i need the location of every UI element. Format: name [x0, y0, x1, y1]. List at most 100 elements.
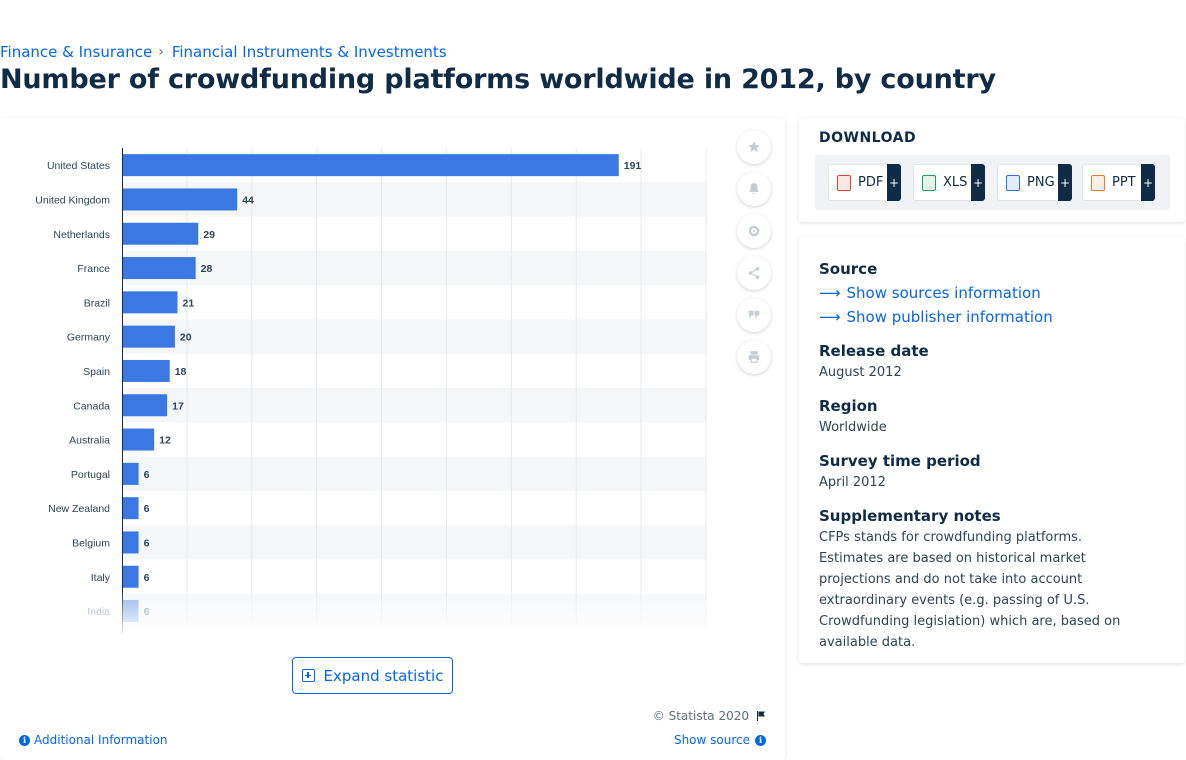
row-stripe	[122, 593, 706, 629]
category-label: France	[77, 263, 110, 275]
ppt-file-icon	[1091, 174, 1105, 191]
row-stripe	[122, 456, 706, 491]
data-label: 17	[172, 400, 184, 412]
download-ppt-label: PPT	[1112, 175, 1136, 190]
row-stripe	[122, 319, 706, 354]
data-label: 6	[144, 503, 150, 515]
category-label: Belgium	[72, 537, 110, 549]
download-pdf-label: PDF	[858, 175, 884, 190]
pdf-options-plus[interactable]: +	[887, 164, 901, 201]
png-options-plus[interactable]: +	[1058, 164, 1072, 201]
data-label: 12	[159, 435, 171, 447]
bell-icon[interactable]	[737, 172, 771, 206]
survey-period-heading: Survey time period	[819, 452, 981, 470]
data-label: 44	[242, 194, 254, 206]
release-date-value: August 2012	[819, 365, 902, 380]
bar-chart: United States 191 United Kingdom 44 Netherla…	[35, 148, 707, 635]
xls-options-plus[interactable]: +	[971, 164, 985, 201]
data-label: 20	[180, 332, 192, 344]
category-label: United States	[47, 160, 110, 172]
download-xls-label: XLS	[943, 175, 968, 190]
row-stripe	[122, 388, 706, 423]
print-icon[interactable]	[737, 340, 771, 374]
bar	[123, 188, 238, 211]
info-icon: i	[19, 734, 30, 746]
bar	[123, 325, 175, 348]
download-png-button[interactable]: PNG +	[997, 164, 1072, 201]
data-label: 29	[203, 229, 215, 241]
row-stripe	[122, 250, 706, 286]
arrow-right-icon: ⟶	[819, 284, 841, 302]
additional-information-link[interactable]: i Additional Information	[19, 733, 168, 747]
ppt-options-plus[interactable]: +	[1141, 164, 1155, 201]
category-label: Canada	[73, 400, 110, 412]
expand-icon	[301, 669, 315, 682]
category-label: Brazil	[84, 297, 110, 309]
additional-information-label: Additional Information	[34, 733, 168, 747]
supplementary-notes-line1: CFPs stands for crowdfunding platforms.	[819, 530, 1083, 545]
data-label: 191	[624, 160, 642, 172]
bar	[123, 291, 178, 314]
bar	[123, 222, 199, 245]
show-source-label: Show source	[673, 733, 750, 747]
data-label: 28	[201, 263, 213, 275]
page-title: Number of crowdfunding platforms worldwi…	[0, 64, 996, 95]
bar	[123, 531, 139, 554]
data-label: 6	[144, 572, 150, 584]
share-icon[interactable]	[737, 256, 771, 290]
category-label: Australia	[69, 435, 110, 447]
download-png-label: PNG	[1027, 175, 1055, 190]
bar	[123, 600, 139, 623]
region-heading: Region	[819, 397, 878, 415]
bar	[123, 565, 139, 588]
bar	[123, 359, 170, 382]
png-file-icon	[1006, 174, 1020, 191]
source-heading: Source	[819, 260, 878, 278]
bar	[123, 257, 196, 280]
expand-label: Expand statistic	[323, 666, 444, 685]
download-xls-button[interactable]: XLS +	[913, 164, 985, 201]
release-date-heading: Release date	[819, 342, 929, 360]
data-label: 6	[144, 606, 150, 618]
quote-icon[interactable]	[737, 298, 771, 332]
download-ppt-button[interactable]: PPT +	[1082, 164, 1155, 201]
row-stripe	[122, 525, 706, 560]
gear-icon[interactable]	[737, 214, 771, 248]
category-label: Italy	[91, 572, 111, 584]
bar	[123, 428, 155, 451]
chart-toolbar	[737, 130, 771, 374]
flag-icon[interactable]	[755, 710, 767, 722]
copyright: © Statista 2020	[653, 709, 767, 723]
download-title: DOWNLOAD	[819, 130, 917, 146]
show-sources-link[interactable]: ⟶ Show sources information	[819, 284, 1041, 302]
bar	[123, 462, 139, 485]
category-label: Spain	[83, 366, 110, 378]
expand-statistic-button[interactable]: Expand statistic	[292, 657, 453, 694]
show-sources-label: Show sources information	[846, 284, 1041, 302]
survey-period-value: April 2012	[819, 475, 886, 490]
download-pdf-button[interactable]: PDF +	[828, 164, 901, 201]
breadcrumb-link-instruments[interactable]: Financial Instruments & Investments	[171, 43, 447, 61]
pdf-file-icon	[837, 174, 851, 191]
data-label: 21	[183, 297, 195, 309]
bar	[123, 497, 139, 520]
category-label: Germany	[67, 332, 111, 344]
data-label: 6	[144, 537, 150, 549]
category-label: New Zealand	[48, 503, 110, 515]
arrow-right-icon: ⟶	[819, 308, 841, 326]
star-icon[interactable]	[737, 130, 771, 164]
show-publisher-link[interactable]: ⟶ Show publisher information	[819, 308, 1053, 326]
info-icon: i	[755, 734, 766, 746]
bar	[123, 394, 168, 417]
region-value: Worldwide	[819, 420, 887, 435]
statistic-details-card: Source ⟶ Show sources information ⟶ Show…	[799, 237, 1185, 663]
category-label: Portugal	[71, 469, 110, 481]
data-label: 18	[175, 366, 187, 378]
category-label: United Kingdom	[35, 194, 110, 206]
breadcrumb-separator: ›	[158, 44, 164, 60]
supplementary-notes-line2: Estimates are based on historical market…	[819, 551, 1121, 650]
download-buttons-row: PDF + XLS + PNG + PPT +	[815, 155, 1170, 210]
show-source-link[interactable]: Show source i	[674, 733, 766, 747]
breadcrumb-link-finance[interactable]: Finance & Insurance	[0, 43, 153, 61]
category-label: India	[87, 606, 110, 618]
